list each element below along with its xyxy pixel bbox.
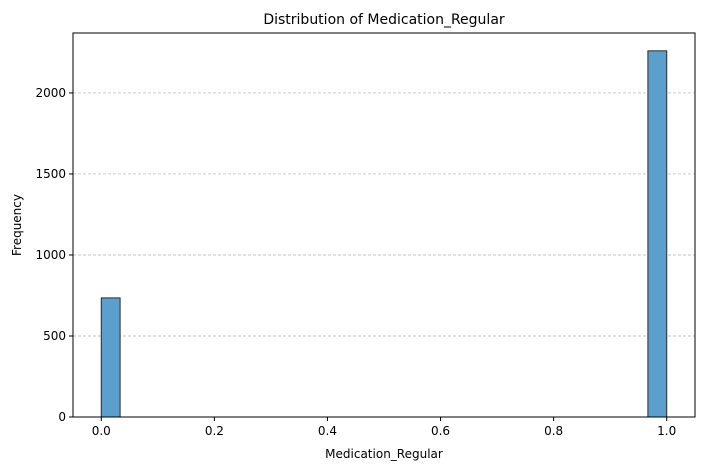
x-tick-label: 1.0 xyxy=(657,424,676,438)
x-tick-label: 0.2 xyxy=(205,424,224,438)
bars-group xyxy=(100,50,668,418)
grid-lines xyxy=(73,92,695,337)
y-axis-ticks: 0 500 1000 1500 2000 xyxy=(35,86,73,424)
histogram-bar xyxy=(647,50,668,418)
y-axis-label: Frequency xyxy=(10,194,24,256)
x-tick-label: 0.0 xyxy=(92,424,111,438)
x-tick-label: 0.6 xyxy=(431,424,450,438)
y-tick-label: 1500 xyxy=(35,167,66,181)
histogram-bar xyxy=(100,297,121,418)
chart-title: Distribution of Medication_Regular xyxy=(263,12,505,28)
plot-frame xyxy=(72,32,696,418)
y-tick-label: 500 xyxy=(43,329,66,343)
x-axis-label: Medication_Regular xyxy=(325,447,443,461)
x-tick-label: 0.8 xyxy=(544,424,563,438)
y-tick-label: 2000 xyxy=(35,86,66,100)
y-tick-label: 0 xyxy=(58,410,66,424)
x-tick-label: 0.4 xyxy=(318,424,337,438)
x-axis-ticks: 0.0 0.2 0.4 0.6 0.8 1.0 xyxy=(92,417,676,438)
y-tick-label: 1000 xyxy=(35,248,66,262)
